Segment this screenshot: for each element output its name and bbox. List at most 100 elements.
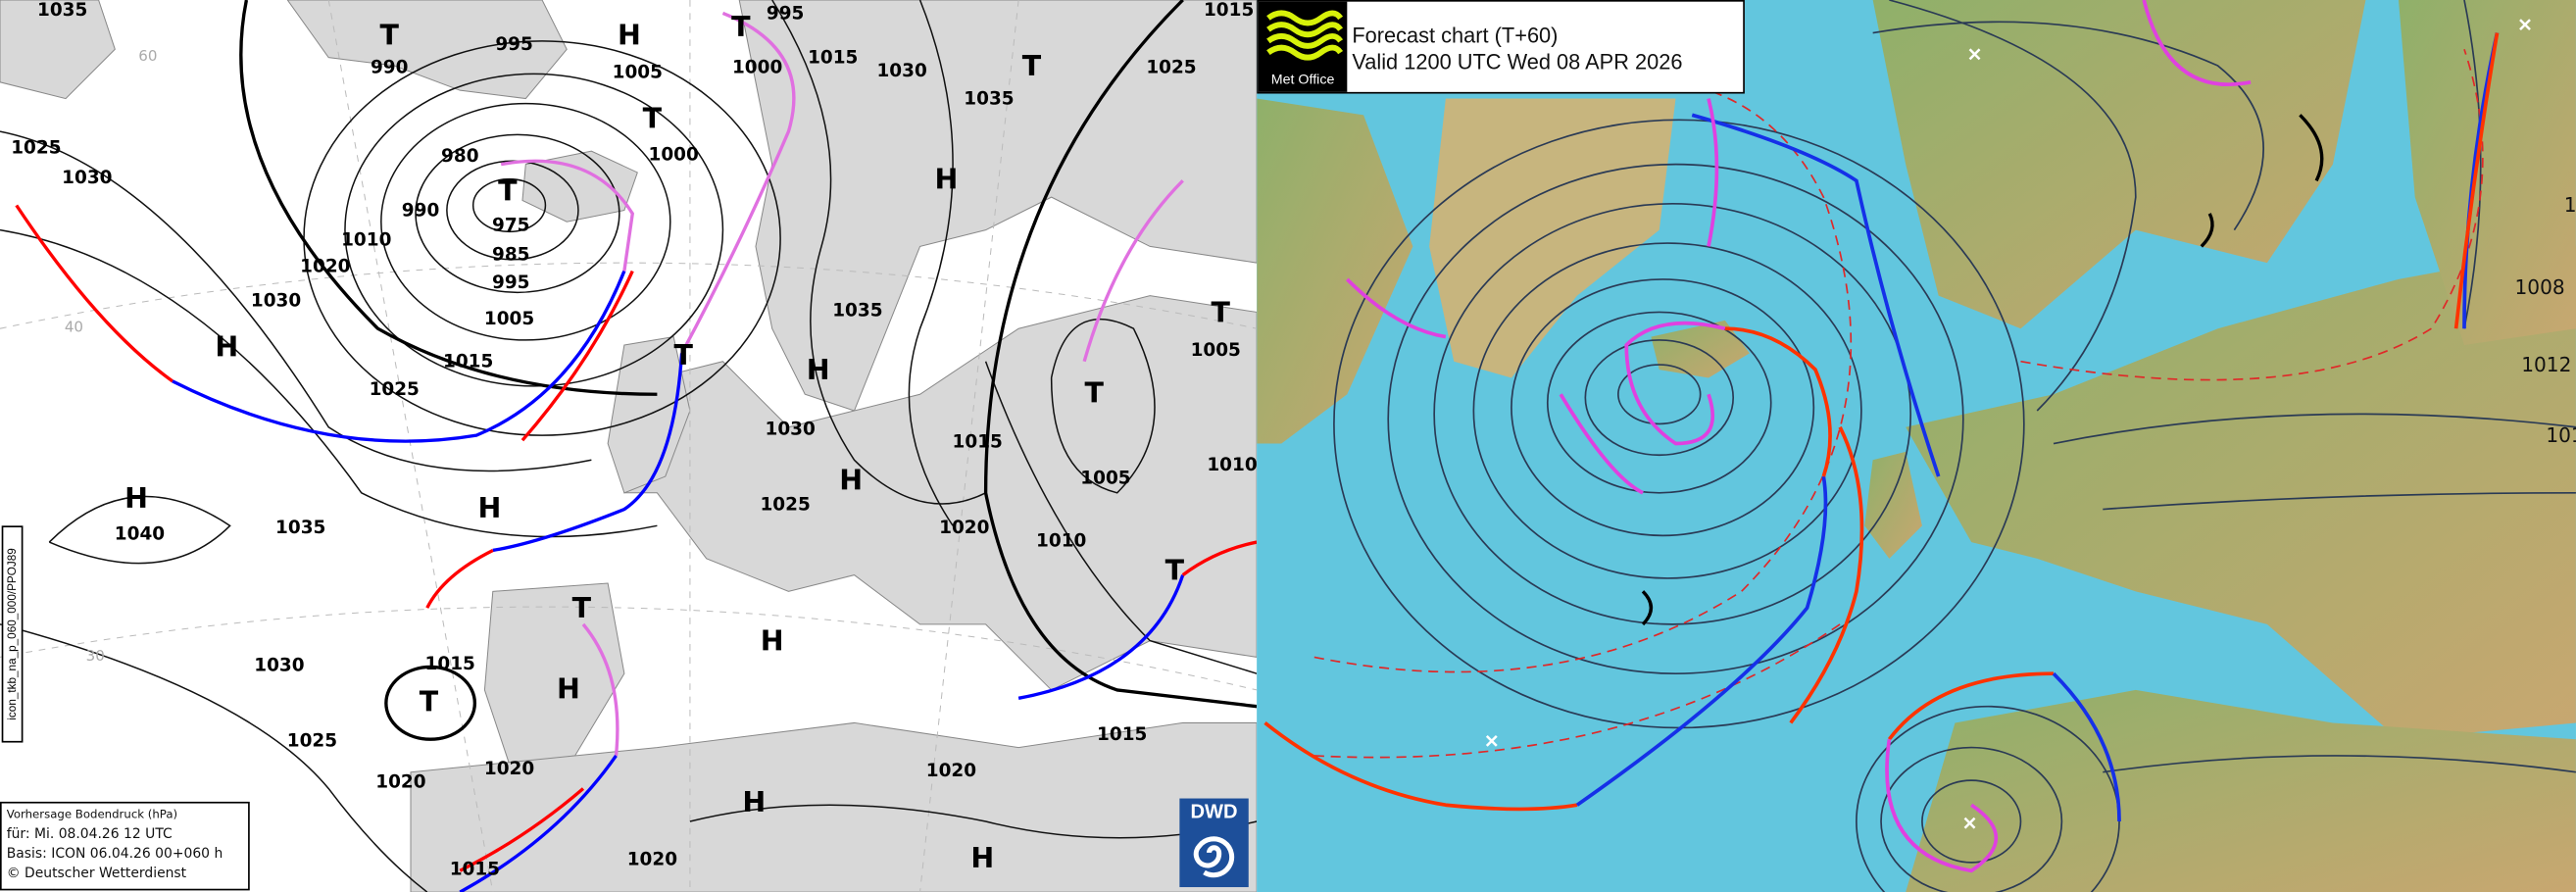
isobar-label: 1035 bbox=[964, 87, 1015, 110]
isobar-label: 995 bbox=[491, 272, 530, 294]
product-code: icon_tkb_na_p_060_000/PPOJ89 bbox=[6, 548, 19, 720]
centre-cross-icons bbox=[1485, 19, 2531, 829]
high-pressure-marker: H bbox=[617, 20, 641, 53]
swirl-icon bbox=[1193, 836, 1235, 878]
isobar-label: 1015 bbox=[952, 430, 1003, 453]
warm-front bbox=[459, 787, 585, 872]
low-pressure-marker: T bbox=[379, 20, 399, 53]
legend-valid-time: für: Mi. 08.04.26 12 UTC bbox=[6, 824, 173, 842]
occluded-front bbox=[1885, 738, 1998, 873]
occluded-front bbox=[1082, 179, 1184, 363]
british-isles-land bbox=[1864, 451, 1922, 559]
cold-front bbox=[492, 353, 684, 553]
isobar-label: 1000 bbox=[731, 56, 783, 78]
warm-front bbox=[1263, 721, 1578, 812]
high-pressure-marker: H bbox=[477, 492, 502, 526]
low-pressure-marker: T bbox=[1211, 297, 1230, 330]
isobar-label: 1020 bbox=[483, 758, 535, 780]
isobar-label: 1015 bbox=[1203, 0, 1255, 21]
low-pressure-marker: T bbox=[1164, 555, 1185, 589]
high-pressure-marker: H bbox=[934, 164, 959, 198]
product-code-box: icon_tkb_na_p_060_000/PPOJ89 bbox=[1, 525, 24, 743]
fronts bbox=[1263, 0, 2500, 873]
high-pressure-marker: H bbox=[742, 786, 767, 820]
low-pressure-marker: T bbox=[673, 339, 693, 373]
metoffice-forecast-chart: H1038 L994 L975 H1036 L1009 L1007 1004 1… bbox=[1257, 0, 2576, 892]
chart-header: Met Office Forecast chart (T+60) Valid 1… bbox=[1257, 0, 1745, 94]
isobar-label: 990 bbox=[401, 199, 440, 222]
isobar-label: 1015 bbox=[442, 350, 494, 372]
isobar-label: 1025 bbox=[760, 493, 811, 516]
high-pressure-marker: H bbox=[556, 673, 580, 707]
highlighted-isobars bbox=[1641, 114, 2324, 626]
low-pressure-marker: T bbox=[571, 593, 592, 626]
isobar-label: 1016 bbox=[2546, 423, 2576, 447]
isobar-label: 1010 bbox=[1207, 454, 1258, 476]
isobar-label: 1005 bbox=[612, 61, 663, 83]
graticule-label: 30 bbox=[85, 649, 105, 666]
dwd-logo: DWD bbox=[1179, 798, 1249, 888]
isobar-label: 1015 bbox=[449, 858, 501, 880]
isobar-label: 1025 bbox=[1146, 56, 1197, 78]
occluded-front bbox=[2142, 0, 2252, 87]
legend-copyright: © Deutscher Wetterdienst bbox=[6, 864, 187, 881]
low-pressure-marker: T bbox=[1021, 50, 1042, 84]
high-pressure-marker: H bbox=[760, 625, 784, 660]
isobar-label: 1030 bbox=[765, 418, 816, 440]
isobar-label: 1030 bbox=[876, 60, 927, 81]
occluded-front bbox=[680, 11, 796, 355]
isobar-label: 1025 bbox=[369, 378, 420, 401]
low-pressure-marker: T bbox=[498, 175, 518, 209]
graticule-label: 40 bbox=[64, 320, 84, 337]
low-pressure-marker: T bbox=[419, 686, 439, 720]
isobar-label: 1020 bbox=[375, 770, 426, 793]
metoffice-waves-icon bbox=[1266, 10, 1344, 61]
metoffice-logo-text: Met Office bbox=[1270, 71, 1335, 87]
land-areas bbox=[1257, 0, 2576, 892]
asia-land bbox=[2398, 0, 2576, 345]
isobar-label: 1030 bbox=[254, 654, 305, 676]
warm-front bbox=[425, 548, 494, 609]
occluded-front bbox=[1707, 98, 1719, 247]
warm-front bbox=[520, 270, 634, 442]
cold-front bbox=[2052, 671, 2121, 822]
dwd-surface-pressure-map: 1035 990 995 1005 995 1000 1015 1030 101… bbox=[0, 0, 1258, 892]
fronts bbox=[15, 11, 1258, 892]
isobar-label: 1035 bbox=[275, 517, 326, 538]
high-pressure-marker: H bbox=[970, 842, 995, 876]
isobar-label: 990 bbox=[370, 56, 409, 78]
occluded-front bbox=[581, 622, 619, 757]
isobar-label: 1020 bbox=[626, 848, 678, 870]
africa-land bbox=[1906, 689, 2576, 892]
cold-front bbox=[1575, 475, 1828, 807]
isobar-label: 1005 bbox=[1190, 339, 1241, 361]
isobar-label: 1015 bbox=[1097, 723, 1148, 746]
thickness-lines bbox=[1313, 49, 2484, 759]
warm-front bbox=[15, 204, 173, 383]
highlighted-isobars bbox=[239, 0, 1258, 741]
europe-land bbox=[1906, 246, 2576, 740]
isobar-label: 1015 bbox=[808, 46, 859, 69]
cold-front bbox=[1017, 574, 1185, 700]
africa-land bbox=[410, 721, 1258, 892]
low-pressure-marker: T bbox=[1084, 377, 1104, 411]
isobar-label: 975 bbox=[491, 214, 530, 236]
land-areas bbox=[0, 0, 1258, 892]
legend-basis: Basis: ICON 06.04.26 00+060 h bbox=[6, 844, 223, 862]
europe-land bbox=[623, 295, 1258, 691]
low-pressure-marker: T bbox=[731, 11, 751, 45]
isobar-label: 1030 bbox=[62, 167, 113, 188]
isobar-label: 1000 bbox=[648, 143, 699, 166]
chart-title: Forecast chart (T+60) bbox=[1352, 23, 1559, 48]
isobar-label: 985 bbox=[491, 243, 530, 266]
isobar-label: 1030 bbox=[250, 289, 302, 312]
isobar-label: 1005 bbox=[1080, 467, 1131, 489]
iberia-land bbox=[483, 582, 625, 765]
isobar-label: 1020 bbox=[925, 760, 977, 781]
dwd-logo-text: DWD bbox=[1190, 800, 1238, 823]
occluded-front bbox=[1624, 321, 1726, 446]
occluded-front bbox=[1559, 393, 1644, 495]
occluded-front bbox=[500, 159, 635, 272]
high-pressure-marker: H bbox=[124, 482, 149, 517]
warm-front bbox=[1887, 671, 2055, 741]
